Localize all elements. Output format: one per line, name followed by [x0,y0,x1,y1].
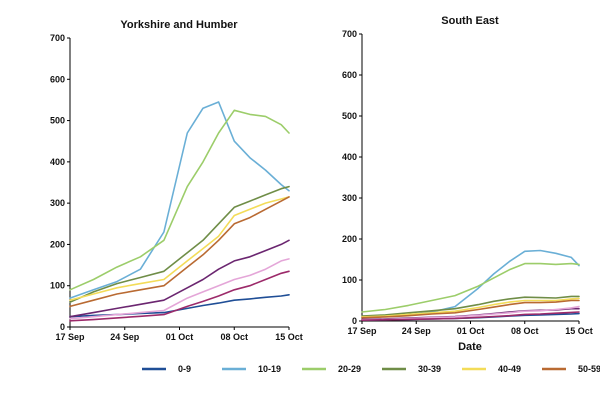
x-tick-label: 01 Oct [166,332,194,342]
y-tick-label: 500 [50,116,65,126]
series-line-6 [69,239,290,318]
legend: 0-9 10-19 20-29 30-39 40-49 50-59 [142,364,600,374]
legend-label: 0-9 [178,364,191,374]
y-tick-label: 100 [50,281,65,291]
series-line-1 [69,101,290,299]
x-tick-label: 08 Oct [220,332,248,342]
y-tick-label: 300 [342,193,357,203]
y-tick-label: 200 [342,234,357,244]
series-line-3 [361,295,580,317]
legend-label: 50-59 [578,364,600,374]
y-tick-label: 200 [50,239,65,249]
x-axis-label: Date [458,341,482,353]
y-tick-label: 600 [50,74,65,84]
chart-title: South East [441,15,499,27]
x-tick-label: 17 Sep [347,326,377,336]
panel-yorkshire-and-humber: Yorkshire and Humber 0 100 200 300 400 500 600… [50,19,303,342]
x-tick-label: 01 Oct [457,326,485,336]
panel-south-east: South East Date 0 100 200 300 400 500 600 700 17… [342,15,593,353]
x-tick-label: 24 Sep [110,332,140,342]
x-tick-label: 15 Oct [275,332,303,342]
y-tick-label: 500 [342,111,357,121]
y-tick-label: 600 [342,70,357,80]
series-line-4 [69,196,290,302]
legend-label: 40-49 [498,364,521,374]
chart-title: Yorkshire and Humber [120,19,238,31]
y-tick-label: 0 [60,322,65,332]
series-line-2 [361,262,580,313]
series-line-5 [69,196,290,308]
x-tick-label: 15 Oct [565,326,593,336]
y-tick-label: 100 [342,275,357,285]
y-tick-label: 0 [352,316,357,326]
x-tick-label: 17 Sep [55,332,85,342]
series-line-4 [361,297,580,318]
series-line-8 [69,270,290,322]
y-tick-label: 700 [50,33,65,43]
series-line-3 [69,185,290,304]
y-tick-label: 300 [50,198,65,208]
legend-label: 20-29 [338,364,361,374]
series-line-7 [69,258,290,320]
series-line-7 [361,305,580,321]
x-tick-label: 08 Oct [511,326,539,336]
legend-label: 10-19 [258,364,281,374]
legend-label: 30-39 [418,364,441,374]
x-tick-label: 24 Sep [402,326,432,336]
y-tick-label: 700 [342,29,357,39]
series-line-8 [361,311,580,322]
series-line-1 [361,249,580,318]
series-line-2 [69,109,290,291]
series-line-5 [361,299,580,319]
y-tick-label: 400 [342,152,357,162]
y-tick-label: 400 [50,157,65,167]
